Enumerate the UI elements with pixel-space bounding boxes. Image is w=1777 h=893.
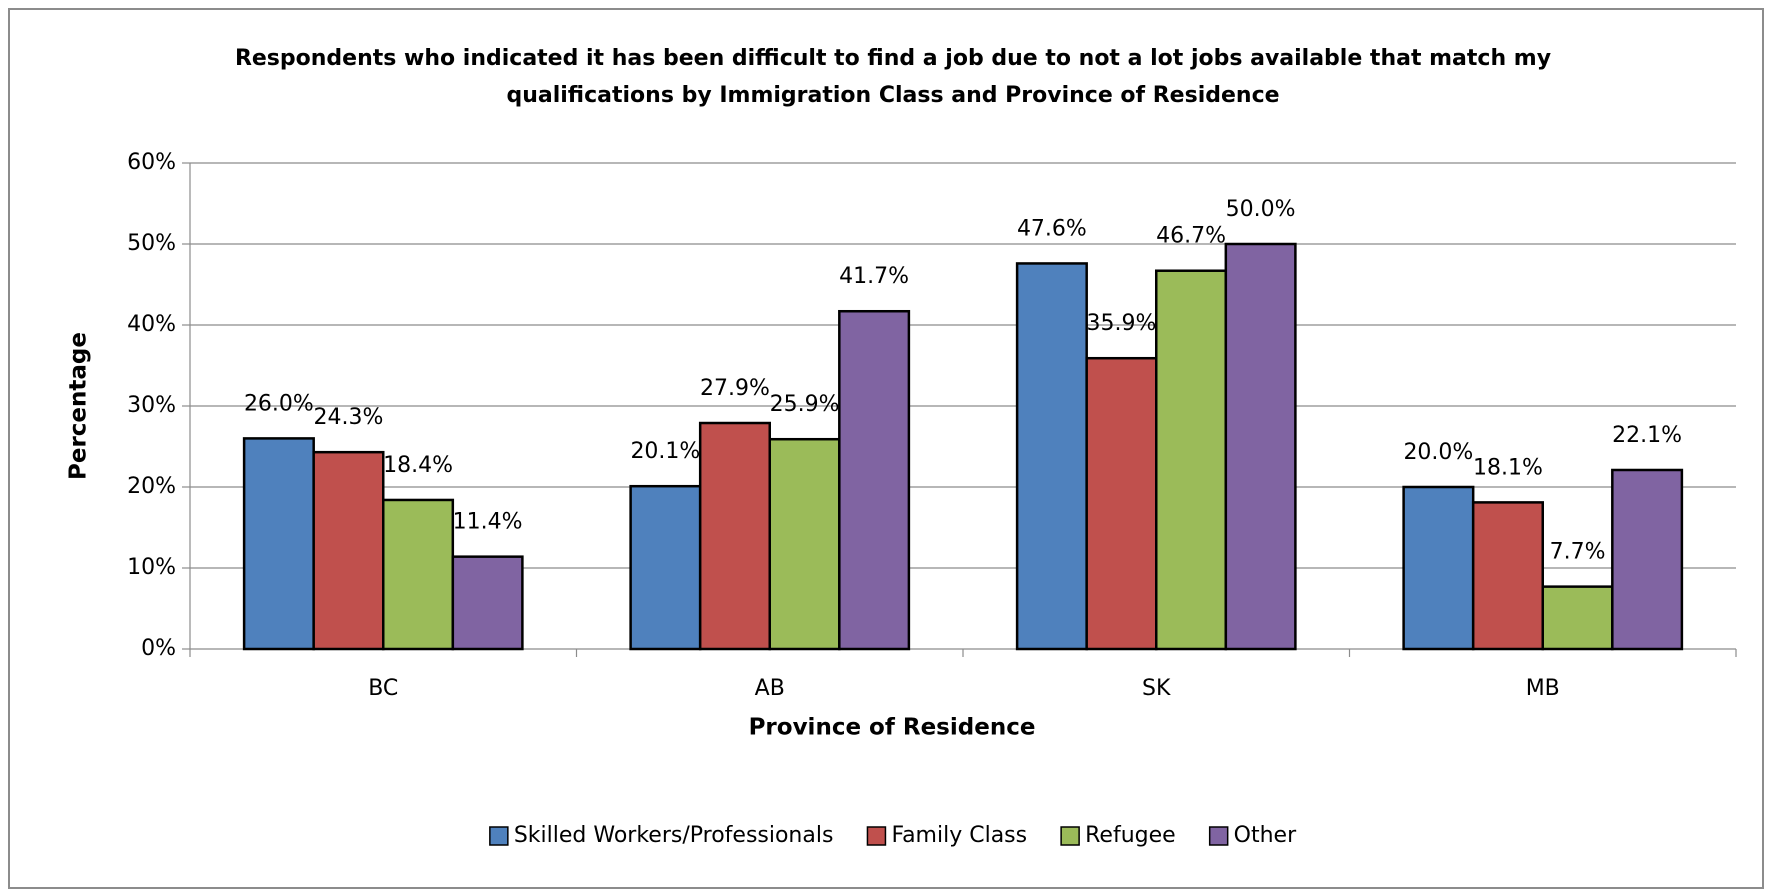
y-tick-label: 20%: [127, 474, 176, 499]
data-label: 26.0%: [244, 391, 314, 416]
bar: [1015, 262, 1088, 651]
legend-swatch: [489, 826, 509, 846]
chart-title: qualifications by Immigration Class and …: [506, 83, 1279, 108]
x-tick-label: SK: [1142, 676, 1171, 701]
legend-label: Family Class: [891, 823, 1027, 848]
y-tick-label: 40%: [127, 312, 176, 337]
y-axis-title: Percentage: [66, 332, 92, 480]
bar: [1541, 585, 1614, 651]
chart-title: Respondents who indicated it has been di…: [235, 46, 1551, 71]
bar: [242, 437, 315, 651]
data-label: 25.9%: [770, 392, 840, 417]
bar: [768, 437, 841, 651]
bar: [382, 498, 455, 651]
data-label: 46.7%: [1156, 224, 1226, 249]
x-axis-title: Province of Residence: [749, 715, 1036, 741]
legend-label: Refugee: [1085, 823, 1176, 848]
bar: [1402, 485, 1475, 651]
bar: [838, 309, 911, 651]
data-label: 22.1%: [1612, 423, 1682, 448]
bar: [1085, 356, 1158, 651]
legend-label: Skilled Workers/Professionals: [514, 823, 834, 848]
data-label: 24.3%: [314, 405, 384, 430]
bar: [629, 484, 702, 651]
data-label: 27.9%: [700, 376, 770, 401]
y-tick-label: 60%: [127, 150, 176, 175]
bar: [1155, 269, 1228, 651]
bar: [1611, 468, 1684, 651]
data-label: 20.1%: [630, 439, 700, 464]
data-label: 41.7%: [839, 264, 909, 289]
data-label: 7.7%: [1550, 540, 1606, 565]
legend-label: Other: [1234, 823, 1297, 848]
bar: [451, 555, 524, 651]
data-label: 20.0%: [1403, 440, 1473, 465]
bar: [1471, 501, 1545, 651]
legend-swatch: [1208, 826, 1229, 846]
legend-swatch: [866, 826, 887, 846]
legend-swatch: [1060, 826, 1080, 846]
y-tick-label: 0%: [141, 636, 176, 661]
data-label: 18.4%: [383, 453, 453, 478]
y-tick-label: 10%: [127, 555, 176, 580]
bar: [698, 421, 771, 651]
y-tick-label: 30%: [127, 393, 176, 418]
x-tick-label: AB: [755, 676, 785, 701]
bar: [312, 450, 385, 651]
x-tick-label: MB: [1526, 676, 1560, 701]
y-tick-label: 50%: [127, 231, 176, 256]
data-label: 18.1%: [1473, 455, 1543, 480]
bar: [1224, 242, 1297, 651]
x-tick-label: BC: [368, 676, 398, 701]
data-label: 47.6%: [1017, 216, 1087, 241]
data-label: 50.0%: [1226, 197, 1296, 222]
data-label: 11.4%: [453, 510, 523, 535]
data-label: 35.9%: [1087, 311, 1157, 336]
